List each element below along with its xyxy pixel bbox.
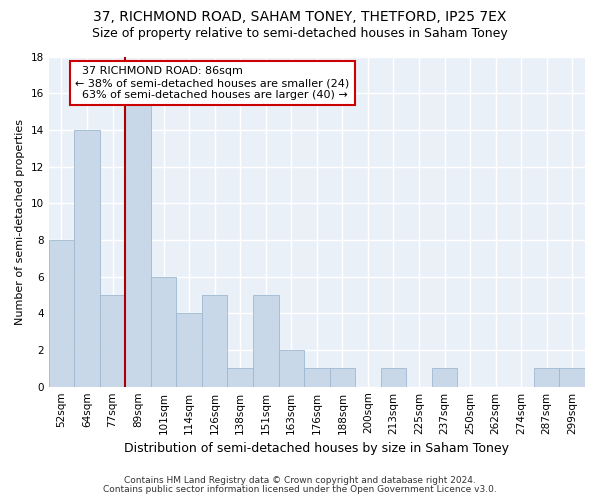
Text: Size of property relative to semi-detached houses in Saham Toney: Size of property relative to semi-detach… <box>92 28 508 40</box>
Bar <box>380 368 406 386</box>
Bar <box>534 368 559 386</box>
Bar <box>176 314 202 386</box>
Text: 37 RICHMOND ROAD: 86sqm
← 38% of semi-detached houses are smaller (24)
  63% of : 37 RICHMOND ROAD: 86sqm ← 38% of semi-de… <box>76 66 350 100</box>
Bar <box>278 350 304 387</box>
Text: 37, RICHMOND ROAD, SAHAM TONEY, THETFORD, IP25 7EX: 37, RICHMOND ROAD, SAHAM TONEY, THETFORD… <box>94 10 506 24</box>
X-axis label: Distribution of semi-detached houses by size in Saham Toney: Distribution of semi-detached houses by … <box>124 442 509 455</box>
Bar <box>329 368 355 386</box>
Bar <box>202 295 227 386</box>
Bar <box>304 368 329 386</box>
Bar <box>559 368 585 386</box>
Bar <box>432 368 457 386</box>
Bar <box>227 368 253 386</box>
Text: Contains public sector information licensed under the Open Government Licence v3: Contains public sector information licen… <box>103 485 497 494</box>
Bar <box>253 295 278 386</box>
Bar <box>100 295 125 386</box>
Bar <box>49 240 74 386</box>
Y-axis label: Number of semi-detached properties: Number of semi-detached properties <box>15 118 25 324</box>
Text: Contains HM Land Registry data © Crown copyright and database right 2024.: Contains HM Land Registry data © Crown c… <box>124 476 476 485</box>
Bar <box>151 276 176 386</box>
Bar <box>74 130 100 386</box>
Bar <box>125 93 151 386</box>
